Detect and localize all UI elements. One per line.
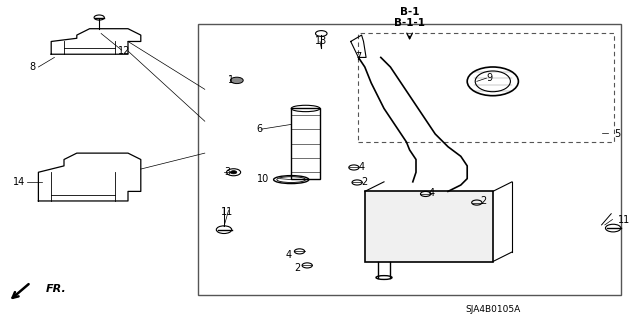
Text: 4: 4	[429, 188, 435, 198]
Text: 14: 14	[13, 177, 26, 187]
Text: SJA4B0105A: SJA4B0105A	[465, 305, 520, 314]
Text: 2: 2	[480, 196, 486, 206]
Bar	[358, 33, 614, 142]
Text: 11: 11	[618, 215, 630, 225]
Text: FR.: FR.	[46, 284, 67, 294]
Text: 4: 4	[285, 250, 291, 260]
Text: 1: 1	[227, 75, 234, 85]
Circle shape	[230, 77, 243, 84]
Text: 11: 11	[221, 207, 233, 217]
Text: 5: 5	[614, 129, 621, 139]
Text: 7: 7	[355, 52, 362, 63]
Circle shape	[230, 171, 237, 174]
Text: 6: 6	[256, 124, 262, 134]
Text: B-1
B-1-1: B-1 B-1-1	[394, 7, 425, 28]
Bar	[291, 108, 320, 179]
Text: 9: 9	[486, 73, 493, 83]
Text: 13: 13	[315, 36, 328, 47]
Text: 2: 2	[294, 263, 301, 273]
Bar	[365, 191, 493, 262]
Text: 2: 2	[362, 177, 368, 187]
Text: 8: 8	[29, 62, 35, 72]
Text: 3: 3	[224, 167, 230, 177]
Text: 12: 12	[118, 46, 131, 56]
Text: 4: 4	[358, 162, 365, 173]
Text: 10: 10	[257, 174, 269, 184]
Bar	[198, 24, 621, 295]
